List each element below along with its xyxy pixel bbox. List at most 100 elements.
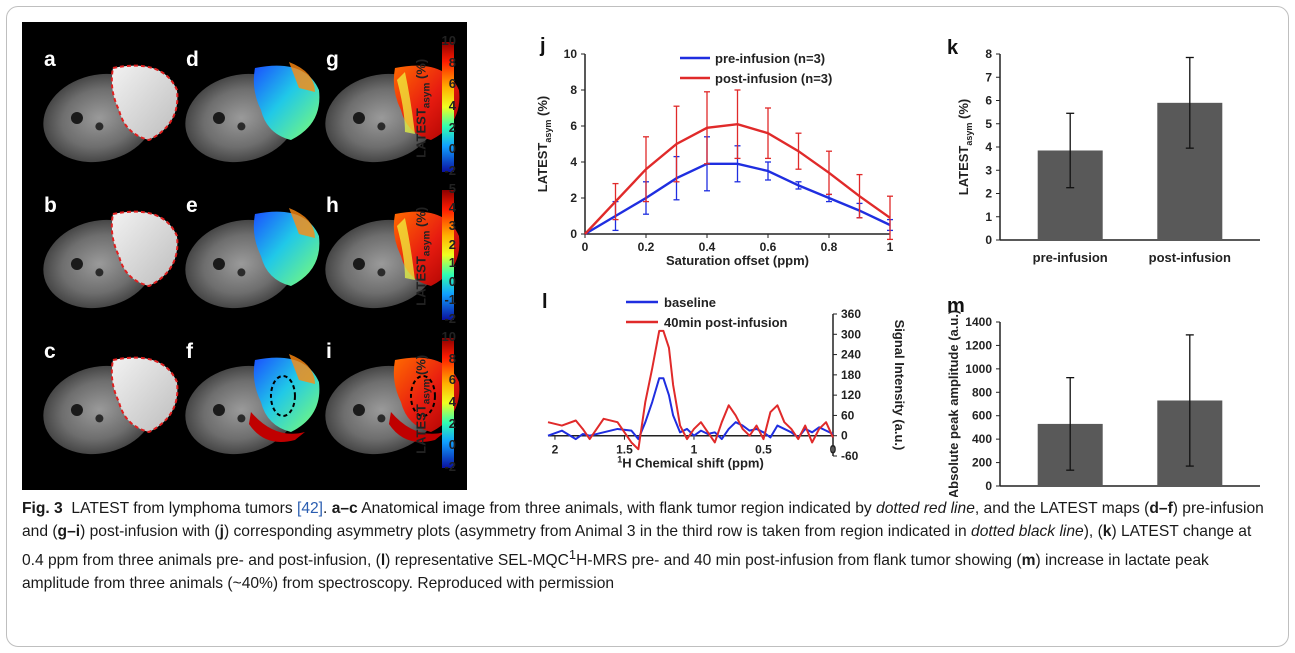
legend-label: 40min post-infusion: [664, 315, 788, 330]
caption-panel-ref: l: [380, 552, 386, 570]
mri-cell-e: e: [185, 194, 320, 309]
x-tick-label: 0: [830, 443, 837, 457]
chart-m: m 0 200 400 600 800 1000 1200 1400 pre-infusion po…: [946, 295, 1260, 497]
map-hotspot: [288, 62, 315, 92]
caption-emphasis: dotted red line: [876, 500, 975, 517]
caption-emphasis: dotted black line: [971, 523, 1084, 540]
colorbar-tick-label: 3: [448, 218, 456, 234]
colorbar-label-text: LATEST: [413, 404, 429, 454]
y-axis-label: LATESTasym (%): [956, 99, 974, 195]
citation-link[interactable]: [42]: [297, 500, 324, 517]
colorbar-label-sub: asym: [421, 82, 433, 109]
y-tick-label: 1000: [965, 362, 992, 376]
organ-shadow: [212, 112, 225, 124]
caption-text: ) post-infusion with (: [80, 523, 220, 540]
y-axis-label: LATESTasym (%): [535, 96, 553, 192]
colorbar-tick-label: 2: [448, 415, 456, 431]
legend-label: post-infusion (n=3): [715, 71, 832, 86]
y-tick-label: 800: [972, 385, 992, 399]
y-tick-label: 600: [972, 409, 992, 423]
category-label: pre-infusion: [1033, 496, 1108, 497]
figure-label: Fig. 3: [22, 500, 63, 517]
ylabel-sub: asym: [543, 120, 553, 143]
panel-label-f: f: [186, 340, 194, 363]
ylabel-text: LATEST: [535, 143, 550, 193]
y-tick-label: 0: [985, 233, 992, 247]
y-tick-label: 300: [841, 327, 861, 341]
figure-frame: [6, 6, 1289, 647]
y-tick-label: 0: [985, 479, 992, 493]
y-tick-label: 2: [985, 187, 992, 201]
roi-outline-black: [269, 375, 296, 417]
caption-panel-ref: m: [1021, 552, 1036, 570]
colorbar-tick-label: 0: [448, 273, 456, 289]
caption-text: , and the LATEST maps (: [974, 500, 1150, 517]
y-tick-label: 2: [570, 191, 577, 205]
panel-label-d: d: [186, 48, 199, 71]
caption-panel-ref: a–c: [331, 500, 358, 517]
organ-shadow: [237, 414, 246, 423]
x-tick-label: 1: [887, 240, 894, 254]
colorbar-label-sub: asym: [421, 378, 433, 405]
x-tick-label: 1.5: [616, 443, 633, 457]
organ-shadow: [377, 268, 386, 277]
ylabel-text: Absolute peak amplitude (a.u.): [946, 310, 961, 497]
colorbar-tick-label: 6: [448, 76, 456, 92]
y-tick-label: 240: [841, 348, 861, 362]
map-hotspot: [288, 354, 315, 384]
y-tick-label: 60: [841, 408, 855, 422]
organ-shadow: [377, 414, 386, 423]
caption-text: ) representative SEL-MQC: [385, 552, 569, 570]
caption-panel-ref: g–i: [57, 523, 81, 540]
caption-panel-ref: k: [1102, 523, 1112, 540]
colorbar-tick-label: -2: [444, 459, 456, 474]
ylabel-sub: asym: [964, 123, 974, 146]
ylabel-text: LATEST: [956, 146, 971, 196]
caption-text: ) corresponding asymmetry plots (asymmet…: [223, 523, 972, 540]
map-rim: [388, 412, 445, 442]
colorbar-tick-label: -2: [444, 163, 456, 178]
map-hotspot: [288, 208, 315, 238]
organ-shadow: [237, 268, 246, 277]
panel-label-a: a: [44, 48, 56, 71]
y-tick-label: 4: [570, 155, 577, 169]
colorbar-tick-label: 8: [448, 54, 456, 70]
caption-panel-ref: j: [219, 523, 224, 540]
organ-shadow: [237, 122, 246, 131]
caption-text: .: [323, 500, 332, 517]
caption-text: ) LATEST change at 0.4 ppm from three an…: [22, 523, 1252, 570]
xlabel-text: H Chemical shift (ppm): [622, 456, 764, 471]
colorbar-label-unit: (%): [413, 206, 429, 231]
organ-shadow: [212, 404, 225, 416]
y-tick-label: 360: [841, 307, 861, 321]
mri-image-grid: a d g b e h c f i: [22, 22, 467, 490]
panel-label-h: h: [326, 194, 339, 217]
colorbar-axis-label: LATESTasym (%): [414, 43, 433, 173]
organ-shadow: [70, 404, 83, 416]
figure-caption: Fig. 3 LATEST from lymphoma tumors [42].…: [22, 497, 1277, 595]
x-tick-label: 1: [691, 443, 698, 457]
y-tick-label: 3: [985, 163, 992, 177]
y-tick-label: 0: [841, 429, 848, 443]
organ-shadow: [352, 404, 365, 416]
x-tick-label: 0.5: [755, 443, 772, 457]
y-tick-label: -60: [841, 449, 859, 463]
y-tick-label: 7: [985, 70, 992, 84]
category-label: pre-infusion: [1033, 250, 1108, 265]
panel-label-g: g: [326, 48, 339, 71]
y-tick-label: 8: [985, 47, 992, 61]
caption-superscript: 1: [568, 547, 577, 562]
x-tick-label: 0.2: [638, 240, 655, 254]
x-tick-label: 2: [552, 443, 559, 457]
y-tick-label: 1200: [965, 338, 992, 352]
y-tick-label: 6: [570, 119, 577, 133]
category-label: post-infusion: [1149, 250, 1231, 265]
y-tick-label: 10: [564, 47, 578, 61]
organ-shadow: [95, 122, 104, 131]
ylabel-unit: (%): [956, 99, 971, 123]
caption-panel-ref: d–f: [1149, 500, 1173, 517]
colorbar-3: [442, 338, 454, 468]
colorbar-gradient: [442, 190, 454, 320]
x-axis-label: 1H Chemical shift (ppm): [617, 455, 764, 471]
mri-cell-b: b: [43, 194, 179, 309]
